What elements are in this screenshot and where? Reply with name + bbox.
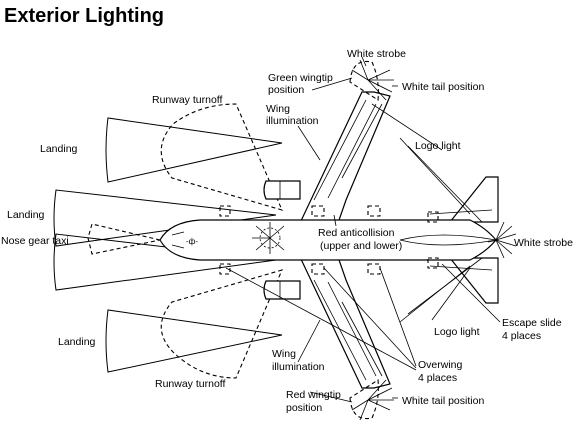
label-red-wingtip-position: position — [286, 402, 322, 414]
label-white-tail-top: White tail position — [402, 81, 484, 93]
wingtip-light-upper — [349, 59, 394, 101]
landing-beams — [53, 117, 283, 373]
label-red-anticollision-2: (upper and lower) — [320, 240, 402, 252]
runway-turnoff-fans — [160, 103, 283, 379]
label-wing-illumination-top: Wing — [266, 103, 290, 115]
label-landing-2: Landing — [7, 209, 45, 221]
label-landing-3: Landing — [58, 336, 96, 348]
label-white-strobe-top: White strobe — [347, 48, 406, 60]
fuselage: -ф- — [159, 219, 497, 261]
label-overwing-2: 4 places — [418, 372, 457, 384]
label-escape-slide: Escape slide — [502, 317, 562, 329]
label-runway-turnoff-bottom: Runway turnoff — [155, 378, 226, 390]
callout-labels: White strobe Green wingtip position Whit… — [1, 48, 573, 414]
label-red-anticollision: Red anticollision — [318, 227, 395, 239]
label-nose-gear-taxi: Nose gear taxi — [1, 235, 69, 247]
svg-text:-ф-: -ф- — [186, 237, 198, 246]
label-green-wingtip: Green wingtip — [268, 72, 333, 84]
nose-taxi-beam — [87, 223, 161, 255]
anticollision-burst — [252, 222, 285, 254]
label-wing-illumination-bottom-2: illumination — [272, 361, 325, 373]
label-runway-turnoff-top: Runway turnoff — [152, 94, 223, 106]
label-white-strobe-tail: White strobe — [514, 237, 573, 249]
label-green-wingtip-position: position — [268, 84, 304, 96]
label-red-wingtip: Red wingtip — [286, 389, 341, 401]
label-overwing: Overwing — [418, 359, 463, 371]
upper-wing — [263, 91, 391, 224]
label-wing-illumination-bottom: Wing — [272, 348, 296, 360]
tail-strobe-burst — [495, 221, 517, 259]
label-white-tail-bottom: White tail position — [402, 395, 484, 407]
page-title: Exterior Lighting — [4, 5, 164, 27]
wingtip-light-lower — [349, 379, 394, 421]
logo-light-beams — [399, 137, 493, 323]
label-logo-light-top: Logo light — [415, 140, 461, 152]
label-landing-1: Landing — [40, 143, 78, 155]
label-escape-slide-2: 4 places — [502, 330, 541, 342]
label-wing-illumination-top-2: illumination — [266, 115, 319, 127]
leader-lines — [225, 56, 501, 403]
label-logo-light-bottom: Logo light — [434, 326, 480, 338]
